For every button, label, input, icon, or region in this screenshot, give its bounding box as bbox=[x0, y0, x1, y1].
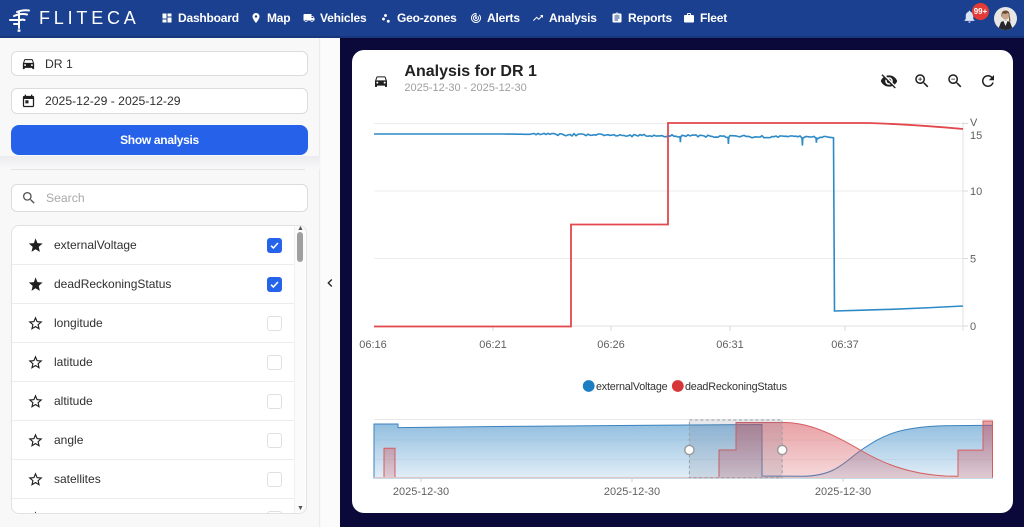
svg-text:10: 10 bbox=[970, 186, 982, 198]
svg-text:2025-12-30: 2025-12-30 bbox=[604, 486, 660, 498]
svg-text:externalVoltage: externalVoltage bbox=[596, 381, 668, 393]
svg-text:06:16: 06:16 bbox=[359, 339, 387, 351]
svg-text:V: V bbox=[970, 117, 978, 129]
svg-text:15: 15 bbox=[970, 130, 982, 142]
svg-text:deadReckoningStatus: deadReckoningStatus bbox=[685, 381, 788, 393]
svg-text:0: 0 bbox=[970, 321, 976, 333]
svg-text:06:21: 06:21 bbox=[479, 339, 507, 351]
svg-text:06:31: 06:31 bbox=[716, 339, 744, 351]
svg-text:06:26: 06:26 bbox=[597, 339, 625, 351]
svg-text:06:37: 06:37 bbox=[831, 339, 859, 351]
svg-text:2025-12-30: 2025-12-30 bbox=[393, 486, 449, 498]
svg-text:2025-12-30: 2025-12-30 bbox=[815, 486, 871, 498]
svg-text:5: 5 bbox=[970, 254, 976, 266]
